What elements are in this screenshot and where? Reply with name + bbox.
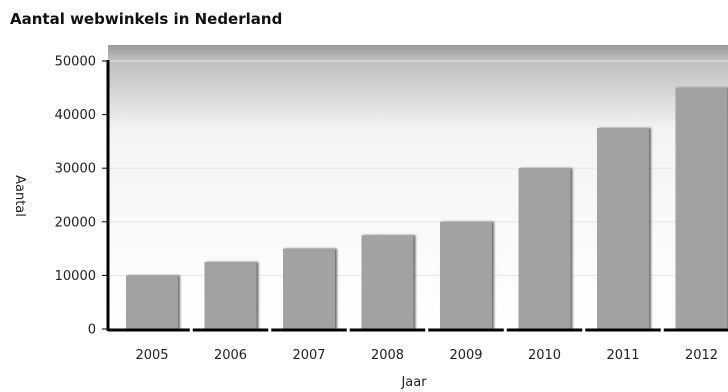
x-axis-title: Jaar [400, 375, 427, 390]
x-tick-label: 2011 [606, 348, 639, 363]
y-tick-label: 30000 [55, 162, 96, 177]
x-tick-label: 2007 [292, 348, 325, 363]
bar [597, 128, 649, 329]
y-tick-labels: 0 10000 20000 30000 40000 50000 [55, 55, 108, 338]
x-tick-label: 2010 [528, 348, 561, 363]
bar [675, 87, 728, 329]
axes [106, 60, 728, 332]
y-tick-label: 50000 [55, 55, 96, 70]
bar [518, 168, 571, 329]
x-tick-label: 2009 [449, 348, 482, 363]
x-tick-label: 2005 [135, 348, 168, 363]
y-tick-label: 0 [88, 323, 96, 338]
y-tick-label: 40000 [55, 108, 96, 123]
y-tick-label: 10000 [55, 269, 96, 284]
x-tick-label: 2012 [685, 348, 718, 363]
bars [126, 87, 728, 329]
y-axis-title: Aantal [12, 175, 27, 217]
bar [126, 275, 178, 329]
x-tick-labels: 2005 2006 2007 2008 2009 2010 2011 2012 [135, 348, 718, 363]
chart-title: Aantal webwinkels in Nederland [10, 10, 283, 28]
bar [440, 221, 492, 329]
x-tick-label: 2008 [371, 348, 404, 363]
y-tick-label: 20000 [55, 215, 96, 230]
bar [204, 262, 257, 329]
bar [361, 235, 414, 329]
x-tick-label: 2006 [214, 348, 247, 363]
bar [283, 248, 335, 329]
